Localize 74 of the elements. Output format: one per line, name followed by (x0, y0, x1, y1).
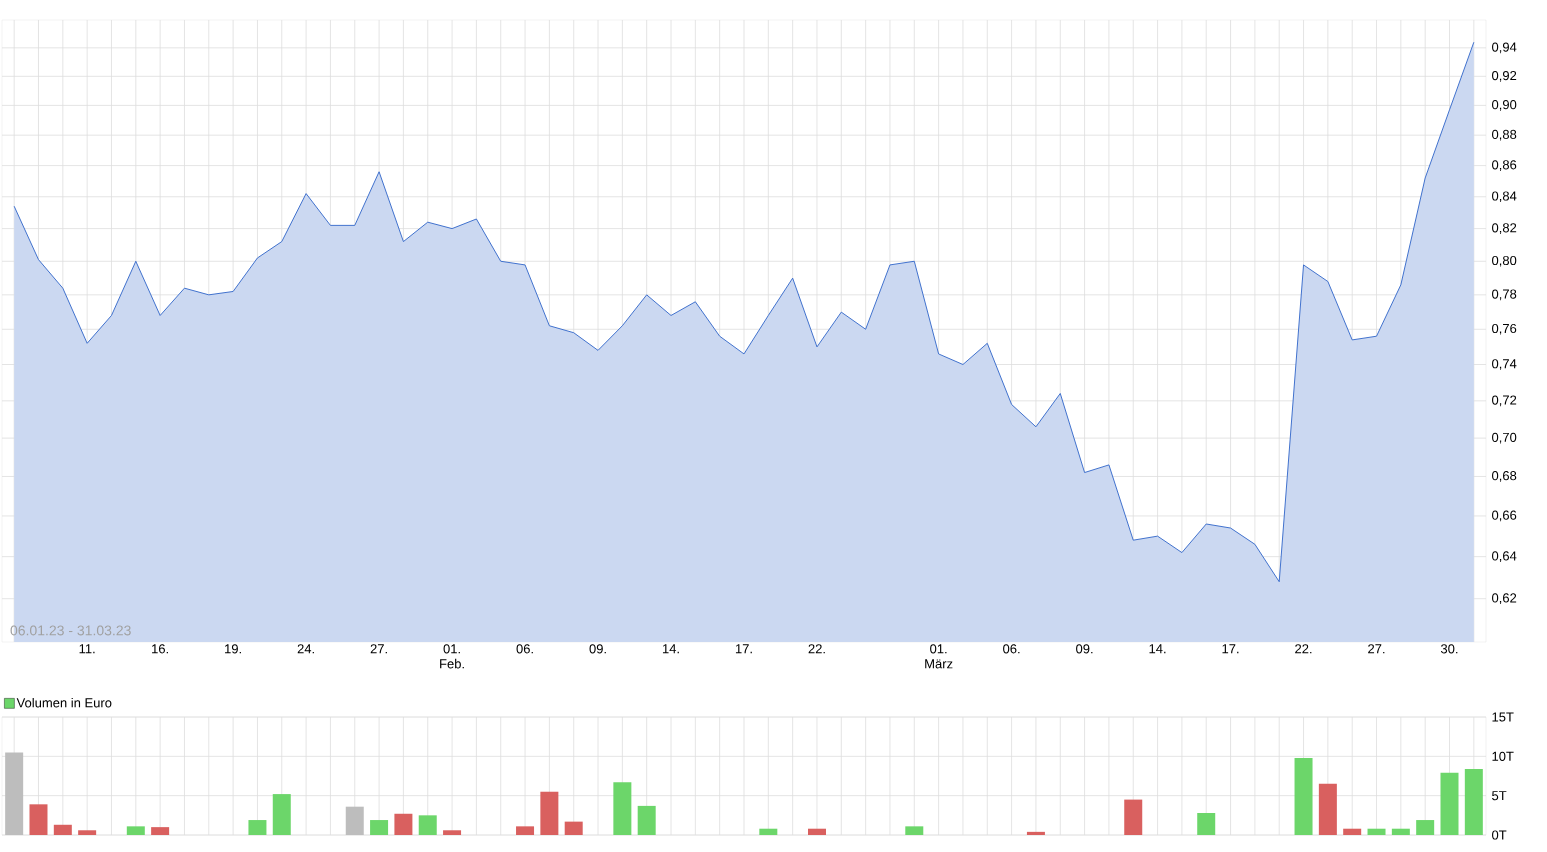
bar (1416, 820, 1435, 835)
bar (443, 830, 462, 835)
bar (126, 826, 145, 835)
x-tick-label: 17. (1222, 644, 1239, 654)
bar (1343, 828, 1362, 835)
x-tick-label: 06. (516, 644, 533, 654)
bar (637, 805, 656, 835)
y-tick-label: 10T (1492, 751, 1514, 761)
y-tick-label: 0T (1492, 830, 1507, 840)
y-tick-label: 0,64 (1492, 551, 1517, 563)
bar (248, 820, 267, 835)
y-tick-label: 0,62 (1492, 593, 1517, 605)
bar (564, 821, 583, 835)
bar (1440, 772, 1459, 835)
y-tick-label: 0,72 (1492, 395, 1517, 407)
y-tick-label: 0,76 (1492, 323, 1517, 335)
bar (1318, 783, 1337, 835)
bar (78, 830, 97, 835)
y-tick-label: 0,84 (1492, 191, 1517, 203)
bar (1197, 812, 1216, 835)
y-tick-label: 0,80 (1492, 255, 1517, 267)
y-tick-label: 0,94 (1492, 42, 1517, 54)
bar (516, 826, 535, 835)
x-tick-label: 09. (589, 644, 606, 654)
bar (29, 804, 48, 835)
y-tick-label: 0,70 (1492, 432, 1517, 444)
bar (905, 826, 924, 835)
y-tick-label: 0,82 (1492, 223, 1517, 234)
bar (1464, 768, 1483, 835)
bar (370, 820, 389, 835)
bar (1026, 831, 1045, 835)
bar (759, 828, 778, 835)
y-tick-label: 0,86 (1492, 160, 1517, 171)
bar (394, 813, 413, 835)
x-tick-label: 24. (297, 644, 314, 654)
x-tick-label: 22. (1295, 644, 1312, 654)
x-tick-label: 14. (1149, 644, 1166, 654)
bar (151, 827, 170, 835)
bar (540, 791, 559, 835)
bar (345, 806, 364, 835)
bar (1294, 757, 1313, 835)
bar (613, 782, 632, 835)
x-tick-label: 27. (1368, 644, 1385, 654)
x-tick-label: 14. (662, 644, 679, 654)
x-tick-label: 17. (735, 644, 752, 654)
annotation: 06.01.23 - 31.03.23 (10, 625, 131, 636)
y-tick-label: 15T (1492, 712, 1514, 722)
x-tick-label: 01. Feb. (440, 644, 464, 669)
y-tick-label: 0,78 (1492, 289, 1517, 301)
bar (53, 824, 72, 835)
y-tick-label: 0,90 (1492, 100, 1517, 111)
y-tick-label: 0,92 (1492, 70, 1517, 82)
x-tick-label: 06. (1003, 644, 1020, 654)
x-tick-label: 30. (1440, 644, 1458, 654)
legend-label: Volumen in Euro (16, 697, 112, 708)
x-tick-label: 27. (370, 644, 387, 654)
x-tick-label: 19. (225, 644, 241, 654)
bar (1391, 828, 1410, 835)
bar (418, 815, 437, 835)
y-tick-label: 0,74 (1492, 359, 1517, 370)
x-tick-label: 11. (79, 644, 95, 654)
x-tick-label: 22. (808, 644, 825, 654)
y-tick-label: 5T (1492, 791, 1507, 801)
bar (272, 794, 291, 835)
y-tick-label: 0,88 (1492, 129, 1517, 141)
x-tick-label: 09. (1076, 644, 1093, 654)
x-tick-label: 16. (152, 644, 168, 654)
y-tick-label: 0,66 (1492, 510, 1517, 522)
bar (1124, 799, 1143, 835)
y-tick-label: 0,68 (1492, 471, 1517, 482)
x-tick-label: 01. März (925, 644, 953, 669)
bar (807, 828, 826, 835)
bar (5, 752, 24, 835)
bar (1367, 828, 1386, 835)
